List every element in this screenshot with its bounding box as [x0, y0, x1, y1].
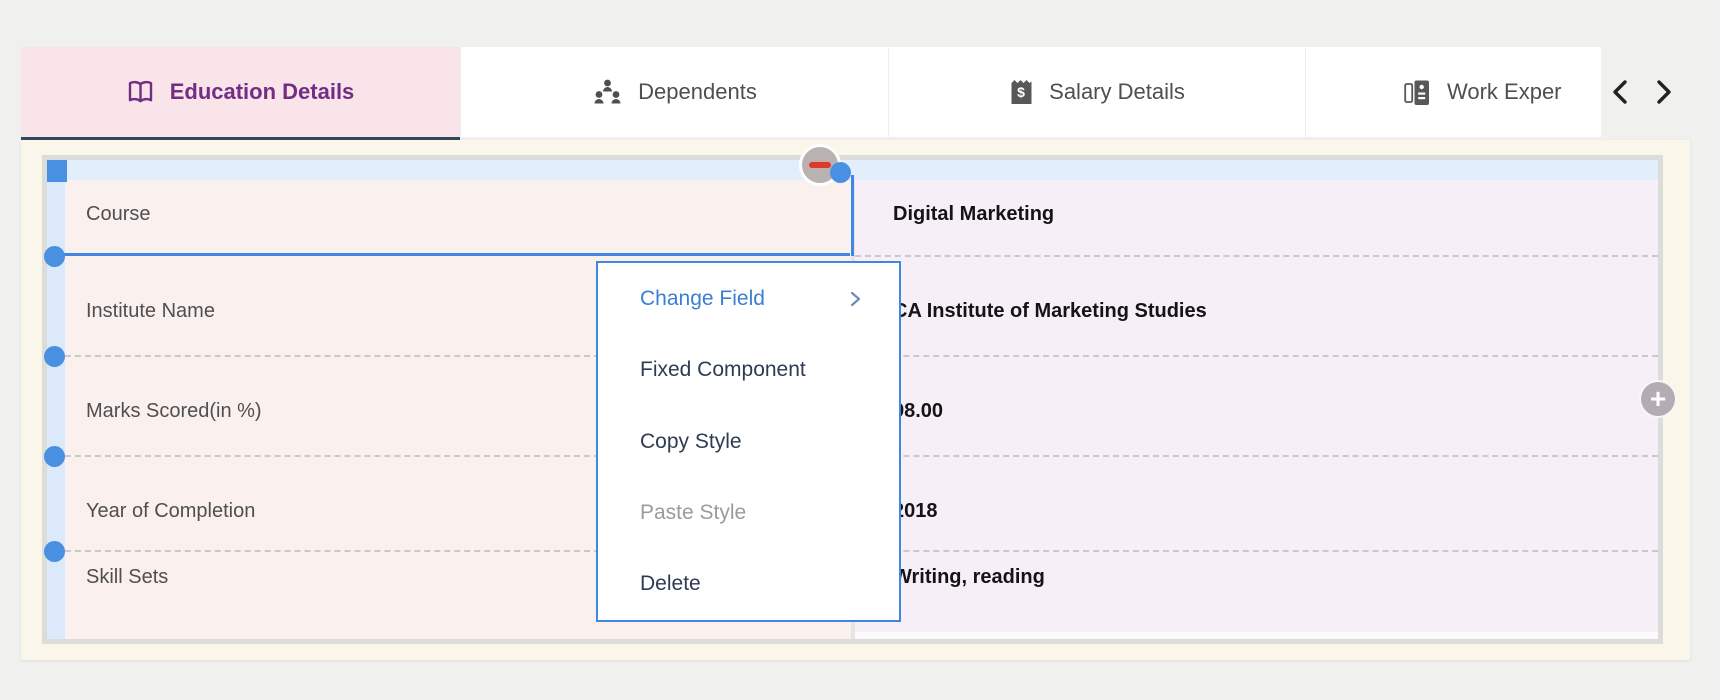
- field-value-skill-sets[interactable]: Writing, reading: [893, 566, 1045, 588]
- menu-item-delete[interactable]: Delete: [640, 572, 701, 596]
- field-label-institute-name[interactable]: Institute Name: [86, 300, 215, 322]
- field-label-course[interactable]: Course: [86, 203, 151, 225]
- field-label-skill-sets[interactable]: Skill Sets: [86, 566, 169, 588]
- selection-corner-handle[interactable]: [830, 162, 851, 183]
- tab-dependents[interactable]: Dependents: [460, 47, 889, 137]
- field-value-course[interactable]: Digital Marketing: [893, 203, 1055, 225]
- tab-label: Education Details: [169, 79, 355, 104]
- tab-label: Salary Details: [1049, 79, 1185, 104]
- chevron-right-icon[interactable]: [1646, 75, 1680, 109]
- menu-item-paste-style: Paste Style: [640, 500, 747, 524]
- salary-receipt-icon: $: [1010, 78, 1033, 106]
- row-insert-handle[interactable]: [44, 541, 65, 562]
- minus-icon: [809, 162, 831, 168]
- field-label-year-of-completion[interactable]: Year of Completion: [86, 500, 256, 522]
- active-tab-underline: [21, 137, 460, 140]
- menu-item-copy-style[interactable]: Copy Style: [640, 429, 742, 453]
- add-column-button[interactable]: +: [1639, 380, 1677, 418]
- row-insert-handle[interactable]: [44, 246, 65, 267]
- value-column-footer: [855, 632, 1658, 639]
- tab-work-experience[interactable]: Work Exper: [1305, 47, 1601, 137]
- tab-salary-details[interactable]: $ Salary Details: [888, 47, 1306, 137]
- context-menu: Change Field Fixed Component Copy Style …: [596, 261, 901, 622]
- row-separator: [855, 255, 1658, 257]
- selection-border-bottom: [50, 253, 850, 256]
- tab-label: Dependents: [638, 79, 757, 104]
- field-value-institute-name[interactable]: CA Institute of Marketing Studies: [893, 300, 1207, 322]
- tab-label: Work Exper: [1447, 79, 1562, 104]
- tab-education-details[interactable]: Education Details: [21, 47, 460, 137]
- menu-item-change-field[interactable]: Change Field: [598, 263, 899, 334]
- field-value-year-of-completion[interactable]: 2018: [893, 500, 938, 522]
- chevron-left-icon[interactable]: [1604, 75, 1638, 109]
- book-icon: [127, 80, 154, 105]
- row-handle-gutter: [47, 180, 65, 639]
- field-value-marks-scored[interactable]: 98.00: [893, 400, 944, 422]
- table-top-highlight: [47, 160, 1658, 180]
- selection-border-right: [851, 175, 854, 256]
- dependents-icon: [593, 79, 622, 106]
- work-badge-icon: [1404, 78, 1431, 107]
- svg-text:$: $: [1017, 84, 1025, 100]
- row-insert-handle[interactable]: [44, 346, 65, 367]
- row-insert-handle[interactable]: [44, 446, 65, 467]
- selection-square-handle[interactable]: [47, 160, 67, 182]
- menu-item-fixed-component[interactable]: Fixed Component: [640, 358, 806, 382]
- field-label-marks-scored[interactable]: Marks Scored(in %): [86, 400, 262, 422]
- submenu-chevron-icon: [850, 291, 861, 306]
- form-table: Course Institute Name Marks Scored(in %)…: [42, 144, 1677, 644]
